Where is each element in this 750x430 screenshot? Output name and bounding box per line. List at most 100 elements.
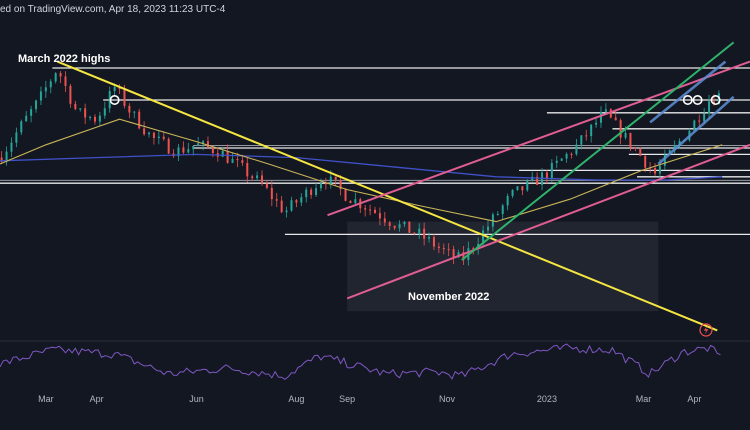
candle-body: [251, 176, 254, 179]
candle-body: [285, 210, 288, 213]
candle-body: [457, 252, 460, 258]
candle-body: [315, 188, 318, 195]
candle-body: [310, 189, 313, 195]
candle-body: [442, 248, 445, 250]
candle-body: [462, 252, 465, 260]
candle-body: [339, 180, 342, 190]
candle-body: [64, 76, 67, 86]
candle-body: [290, 200, 293, 211]
november-label: November 2022: [408, 291, 489, 303]
candle-body: [15, 132, 18, 143]
moving-average-fast: [0, 118, 723, 223]
candle-body: [236, 158, 239, 161]
candle-body: [54, 73, 57, 82]
candle-body: [241, 160, 244, 164]
candle-body: [89, 116, 92, 118]
candle-body: [192, 146, 195, 150]
x-tick-label: Jun: [189, 394, 204, 404]
candle-body: [256, 175, 259, 179]
candle-body: [261, 175, 264, 184]
candle-body: [708, 101, 711, 114]
candle-body: [354, 199, 357, 204]
x-tick-label: 2023: [537, 394, 557, 404]
candle-body: [634, 147, 637, 149]
lightning-icon[interactable]: [699, 323, 713, 337]
candle-body: [20, 121, 23, 133]
trendline-channel-pink-2[interactable]: [346, 143, 750, 300]
candle-body: [511, 189, 514, 196]
range-shade: [347, 221, 659, 312]
candle-body: [103, 108, 106, 116]
candle-body: [226, 150, 229, 163]
candle-body: [545, 172, 548, 179]
candle-body: [599, 111, 602, 123]
candle-body: [526, 180, 529, 191]
candle-body: [423, 228, 426, 239]
candle-body: [609, 109, 612, 118]
candle-body: [319, 183, 322, 189]
candle-body: [369, 209, 372, 211]
candle-body: [418, 228, 421, 234]
circle-marker-1[interactable]: [682, 95, 693, 106]
trendline-green-line-3[interactable]: [461, 41, 735, 261]
candle-body: [74, 103, 77, 109]
candle-body: [231, 158, 234, 163]
rsi-pane: [0, 341, 750, 387]
candle-body: [560, 158, 563, 161]
candle-body: [614, 117, 617, 121]
candle-body: [265, 183, 268, 188]
candle-body: [378, 213, 381, 219]
candle-body: [79, 108, 82, 110]
candle-body: [570, 153, 573, 155]
trendline-channel-blue-5[interactable]: [657, 95, 735, 165]
candle-body: [25, 115, 28, 122]
candle-body: [334, 176, 337, 181]
candle-body: [575, 144, 578, 155]
candle-body: [447, 249, 450, 251]
candle-body: [639, 148, 642, 156]
candle-body: [157, 136, 160, 139]
trendline-channel-pink-1[interactable]: [327, 60, 750, 217]
candle-body: [580, 135, 583, 145]
candle-body: [712, 101, 715, 105]
candle-body: [305, 189, 308, 198]
candle-body: [678, 140, 681, 145]
candle-body: [300, 197, 303, 203]
circle-marker-2[interactable]: [692, 95, 703, 106]
candle-body: [403, 221, 406, 225]
candle-body: [703, 113, 706, 122]
trendline-trend-yellow-0[interactable]: [56, 60, 718, 332]
candle-body: [206, 141, 209, 148]
candle-body: [211, 147, 214, 154]
circle-marker-0[interactable]: [109, 95, 120, 106]
candle-body: [482, 230, 485, 244]
candle-body: [295, 200, 298, 203]
candle-body: [162, 136, 165, 139]
candle-body: [30, 109, 33, 116]
trendline-channel-blue-4[interactable]: [649, 60, 727, 124]
candle-body: [98, 115, 101, 122]
candle-body: [221, 150, 224, 157]
candle-body: [143, 128, 146, 135]
candle-body: [486, 226, 489, 231]
candle-body: [349, 200, 352, 204]
candle-body: [128, 105, 131, 113]
candle-body: [644, 155, 647, 168]
candle-body: [472, 248, 475, 250]
circle-marker-3[interactable]: [710, 95, 721, 106]
candle-body: [5, 151, 8, 162]
candle-body: [84, 108, 87, 118]
candle-body: [197, 143, 200, 147]
candle-body: [187, 149, 190, 153]
candle-body: [619, 120, 622, 138]
candle-body: [167, 138, 170, 154]
candle-body: [69, 85, 72, 104]
candle-body: [437, 246, 440, 249]
candle-body: [182, 147, 185, 153]
candle-body: [344, 189, 347, 201]
candle-body: [629, 132, 632, 148]
candle-body: [595, 122, 598, 125]
candle-body: [123, 88, 126, 106]
